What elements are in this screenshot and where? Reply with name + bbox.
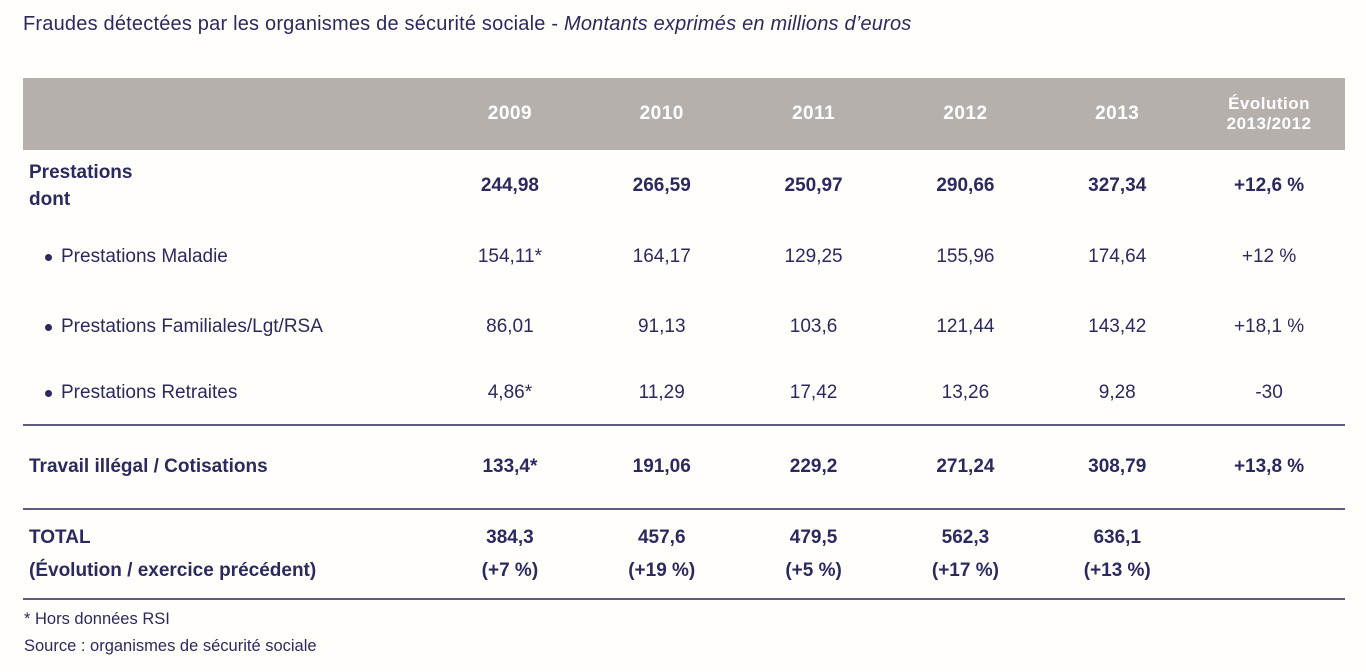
bullet-icon	[45, 323, 52, 331]
row-label-maladie: Prestations Maladie	[23, 246, 434, 268]
column-header-evolution-line1: Évolution	[1228, 93, 1311, 113]
column-header-2012: 2012	[943, 103, 988, 124]
table-row-familiales: Prestations Familiales/Lgt/RSA 86,01 91,…	[23, 292, 1345, 362]
value-cell: 327,34	[1088, 175, 1147, 196]
table-title-subtitle: Montants exprimés en millions d’euros	[563, 13, 912, 35]
table-row-travail-illegal: Travail illégal / Cotisations 133,4* 191…	[23, 426, 1345, 508]
value-cell: 11,29	[638, 382, 685, 403]
row-label-total: TOTAL (Évolution / exercice précédent)	[23, 521, 434, 587]
value-cell: 9,28	[1098, 382, 1136, 403]
evolution-cell: -30	[1255, 382, 1283, 403]
column-header-evolution: Évolution 2013/2012	[1193, 94, 1345, 135]
column-header-evolution-line2: 2013/2012	[1226, 114, 1312, 133]
row-label-text: Prestations Familiales/Lgt/RSA	[61, 316, 323, 337]
column-header-2009: 2009	[487, 103, 533, 124]
row-label-total-line1: TOTAL	[29, 527, 91, 548]
value-cell: 250,97	[784, 175, 843, 196]
total-evolution: (+7 %)	[481, 560, 539, 581]
table-row-retraites: Prestations Retraites 4,86* 11,29 17,42 …	[23, 362, 1345, 424]
total-cell-2010: 457,6 (+19 %)	[586, 521, 738, 587]
total-evolution: (+19 %)	[628, 560, 696, 581]
bullet-icon	[45, 253, 52, 261]
horizontal-divider	[23, 424, 1345, 426]
horizontal-divider	[23, 508, 1345, 510]
table-title: Fraudes détectées par les organismes de …	[23, 13, 912, 36]
table-row-prestations: Prestations dont 244,98 266,59 250,97 29…	[23, 150, 1345, 222]
value-cell: 164,17	[632, 246, 691, 267]
total-value: 562,3	[941, 527, 990, 548]
table-row-total: TOTAL (Évolution / exercice précédent) 3…	[23, 510, 1345, 598]
evolution-cell: +13,8 %	[1233, 456, 1305, 477]
value-cell: 155,96	[936, 246, 995, 267]
total-evolution: (+17 %)	[931, 560, 999, 581]
bullet-icon	[45, 389, 52, 397]
row-label-line2: dont	[29, 189, 71, 210]
row-label-travail-illegal: Travail illégal / Cotisations	[29, 456, 268, 477]
evolution-cell: +12 %	[1241, 246, 1297, 267]
value-cell: 229,2	[789, 456, 838, 477]
fraud-table: 2009 2010 2011 2012 2013 Évolution 2013/…	[23, 78, 1345, 600]
table-title-main: Fraudes détectées par les organismes de …	[23, 13, 564, 35]
value-cell: 244,98	[480, 175, 539, 196]
total-value: 457,6	[637, 527, 686, 548]
row-label-line1: Prestations	[29, 162, 133, 183]
total-evolution: (+13 %)	[1083, 560, 1151, 581]
value-cell: 174,64	[1088, 246, 1147, 267]
total-evolution: (+5 %)	[785, 560, 842, 581]
value-cell: 103,6	[789, 316, 838, 337]
total-value: 479,5	[789, 527, 838, 548]
total-cell-2013: 636,1 (+13 %)	[1041, 521, 1193, 587]
evolution-cell: +12,6 %	[1233, 175, 1305, 196]
row-label-retraites: Prestations Retraites	[23, 382, 434, 404]
total-value: 636,1	[1093, 527, 1142, 548]
value-cell: 17,42	[789, 382, 838, 403]
total-value: 384,3	[486, 527, 534, 548]
value-cell: 91,13	[637, 316, 686, 337]
total-cell-2012: 562,3 (+17 %)	[889, 521, 1041, 587]
value-cell: 266,59	[632, 175, 691, 196]
row-label-prestations: Prestations dont	[23, 159, 434, 213]
table-header-row: 2009 2010 2011 2012 2013 Évolution 2013/…	[23, 78, 1345, 150]
value-cell: 133,4*	[482, 456, 538, 477]
value-cell: 154,11*	[477, 246, 542, 267]
value-cell: 129,25	[784, 246, 843, 267]
value-cell: 308,79	[1088, 456, 1147, 477]
evolution-cell: +18,1 %	[1233, 316, 1305, 337]
column-header-2013: 2013	[1095, 103, 1140, 124]
value-cell: 13,26	[941, 382, 990, 403]
value-cell: 121,44	[936, 316, 995, 337]
total-cell-2011: 479,5 (+5 %)	[738, 521, 890, 587]
total-cell-2009: 384,3 (+7 %)	[434, 521, 586, 587]
footnotes: * Hors données RSI Source : organismes d…	[24, 606, 317, 660]
table-row-maladie: Prestations Maladie 154,11* 164,17 129,2…	[23, 222, 1345, 292]
column-header-2011: 2011	[791, 103, 836, 124]
value-cell: 191,06	[632, 456, 691, 477]
source-note: Source : organismes de sécurité sociale	[24, 637, 317, 655]
value-cell: 271,24	[936, 456, 995, 477]
asterisk-note: * Hors données RSI	[24, 610, 170, 628]
row-label-total-line2: (Évolution / exercice précédent)	[29, 560, 317, 581]
row-label-familiales: Prestations Familiales/Lgt/RSA	[23, 316, 434, 338]
value-cell: 86,01	[486, 316, 534, 337]
column-header-2010: 2010	[639, 103, 684, 124]
value-cell: 290,66	[936, 175, 995, 196]
row-label-text: Prestations Retraites	[61, 382, 238, 403]
row-label-text: Prestations Maladie	[61, 246, 228, 267]
value-cell: 143,42	[1088, 316, 1147, 337]
horizontal-divider	[23, 598, 1345, 600]
value-cell: 4,86*	[487, 382, 533, 403]
